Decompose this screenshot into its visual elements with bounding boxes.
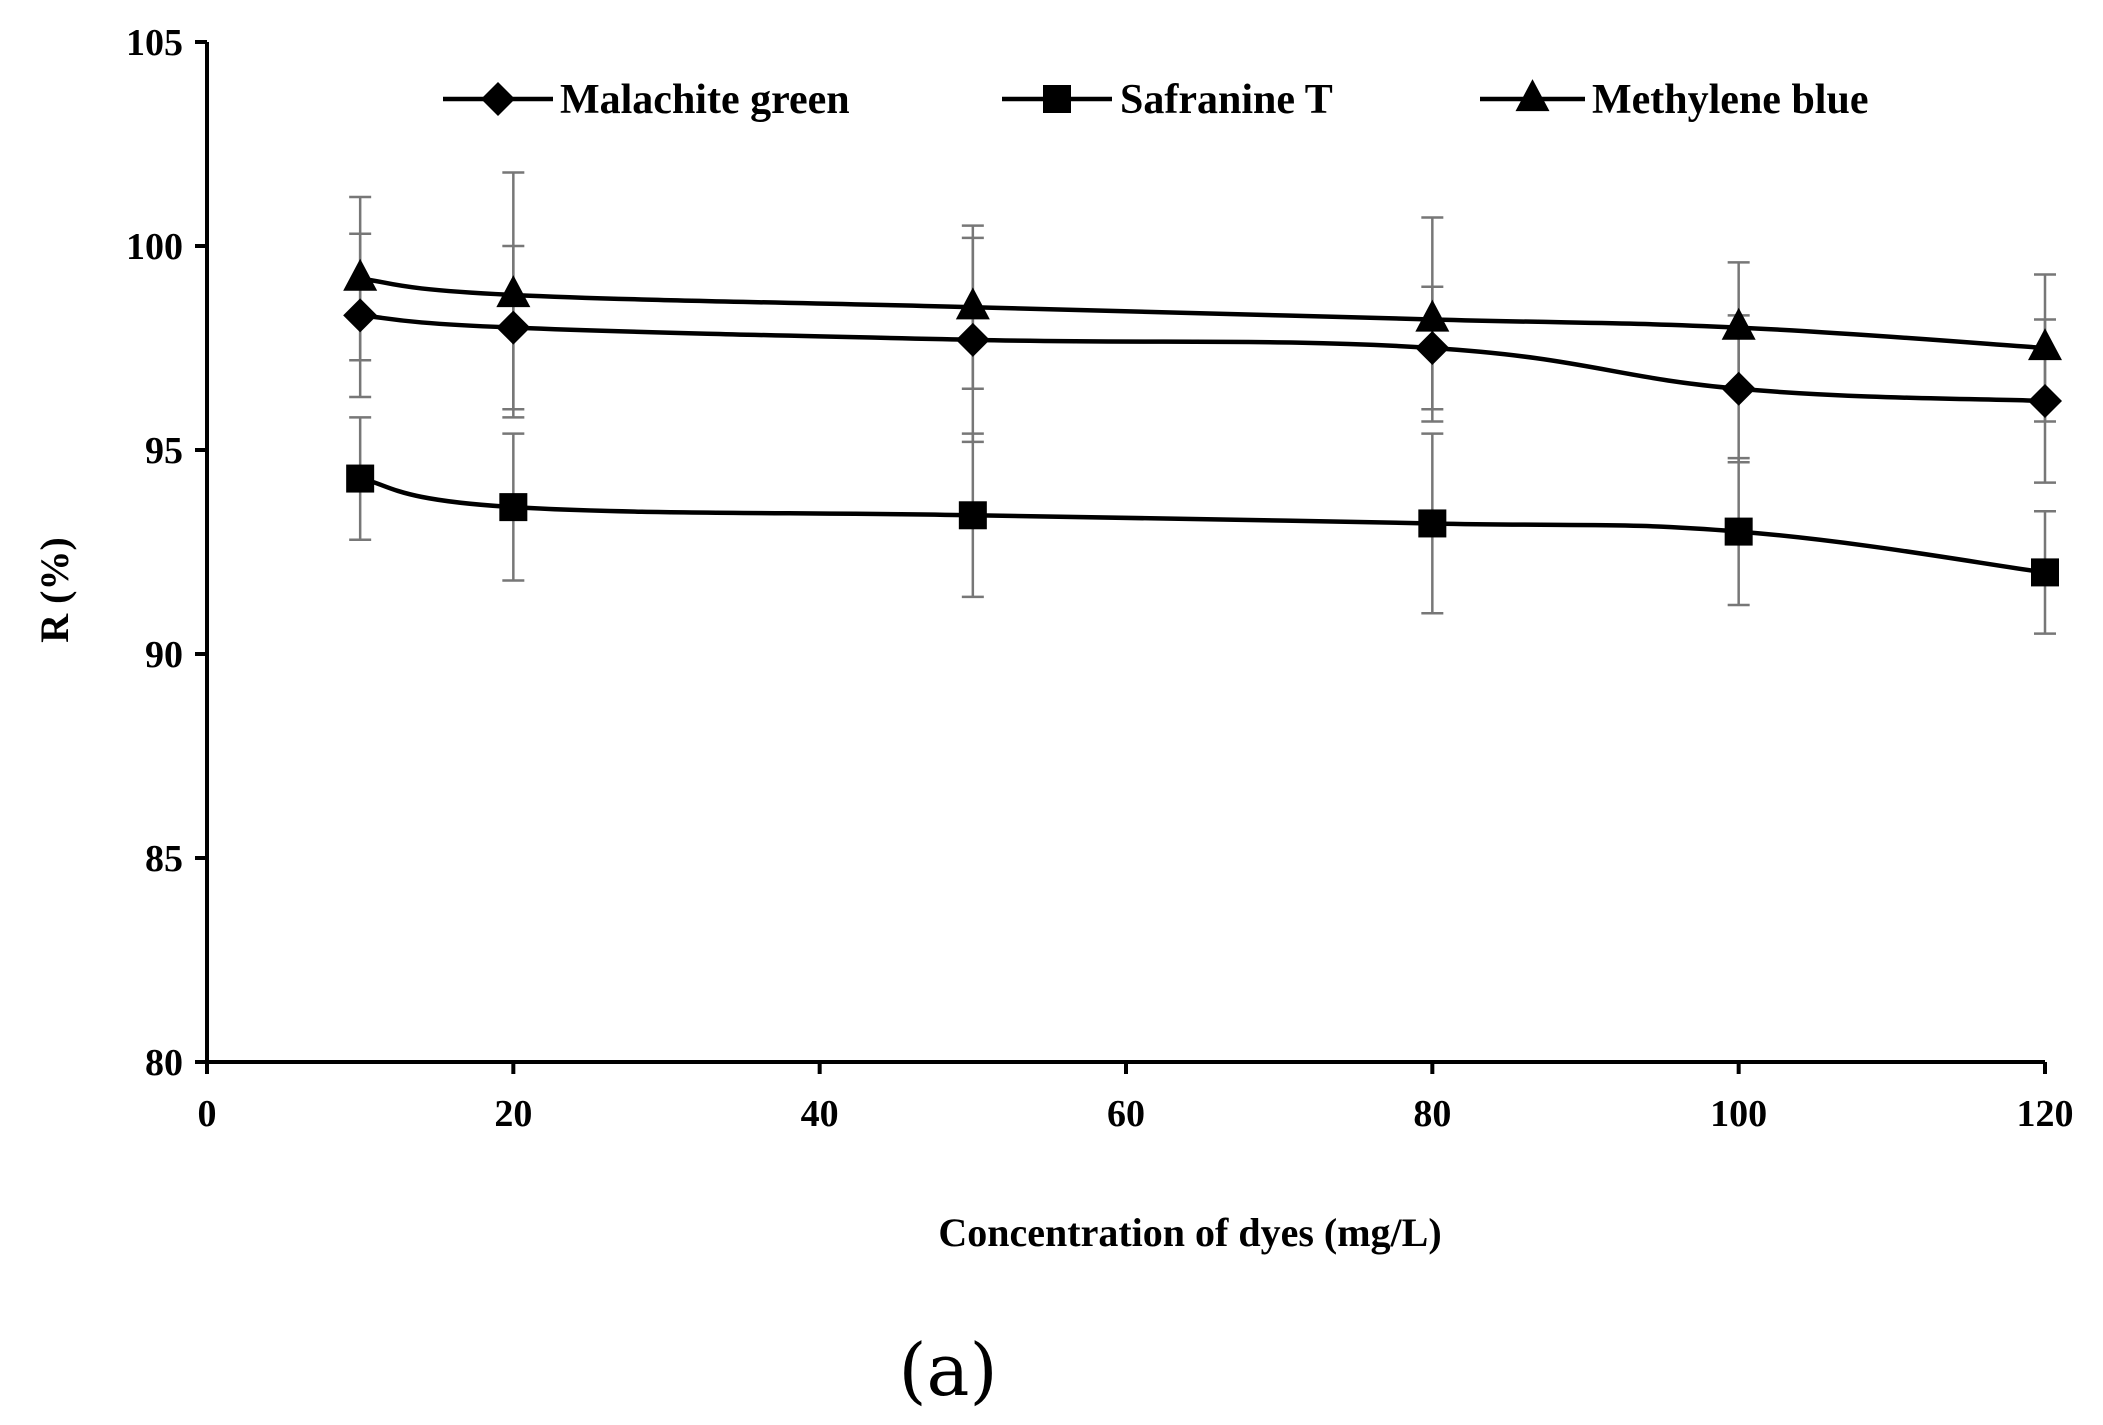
data-point-methylene-blue [1415,299,1450,332]
error-bars [349,171,2056,635]
data-point-safranine-t [499,493,528,522]
y-tick-label: 95 [145,430,183,472]
data-point-safranine-t [346,464,375,493]
x-tick-label: 120 [2017,1093,2074,1135]
y-axis-title: R (%) [32,537,77,643]
x-tick-label: 40 [801,1093,839,1135]
series-line-methylene-blue [359,276,2046,351]
legend-label-safranine-t: Safranine T [1120,77,1333,123]
data-point-methylene-blue [955,287,990,320]
data-point-methylene-blue [496,275,531,308]
legend-label-malachite-green: Malachite green [560,77,850,123]
y-tick-label: 80 [145,1042,183,1084]
data-point-malachite-green [1721,371,1756,406]
legend: Malachite green Safranine T Methylene blue [443,77,1868,123]
x-tick-label: 0 [198,1093,217,1135]
x-tick-label: 100 [1710,1093,1767,1135]
panel-label: (a) [898,1328,997,1412]
legend-marker-safranine-t [1043,85,1071,113]
legend-label-methylene-blue: Methylene blue [1592,77,1868,123]
data-point-safranine-t [2031,558,2059,587]
data-point-safranine-t [958,501,987,530]
y-tick-label: 90 [145,634,183,676]
data-point-malachite-green [2028,384,2062,419]
data-point-safranine-t [1724,517,1753,546]
axes: 80 85 90 95 100 105 0 20 40 60 80 100 120 [126,22,2074,1135]
y-tick-label: 105 [126,22,183,64]
x-tick-label: 80 [1413,1093,1451,1135]
data-point-methylene-blue [1721,307,1756,340]
data-point-malachite-green [496,310,531,345]
legend-marker-methylene-blue [1515,79,1550,112]
data-point-malachite-green [955,322,990,357]
data-point-safranine-t [1418,509,1447,538]
series-lines [359,276,2046,575]
data-point-methylene-blue [343,258,378,291]
markers [343,258,2062,587]
y-tick-label: 85 [145,838,183,880]
x-tick-label: 20 [494,1093,532,1135]
x-axis-title: Concentration of dyes (mg/L) [938,1210,1441,1255]
series-line-safranine-t [359,476,2046,575]
data-point-malachite-green [343,298,378,333]
y-tick-label: 100 [126,226,183,268]
data-point-malachite-green [1415,331,1450,365]
legend-marker-malachite-green [481,82,515,116]
x-tick-label: 60 [1107,1093,1145,1135]
data-point-methylene-blue [2028,328,2062,361]
series-line-malachite-green [359,313,2046,404]
